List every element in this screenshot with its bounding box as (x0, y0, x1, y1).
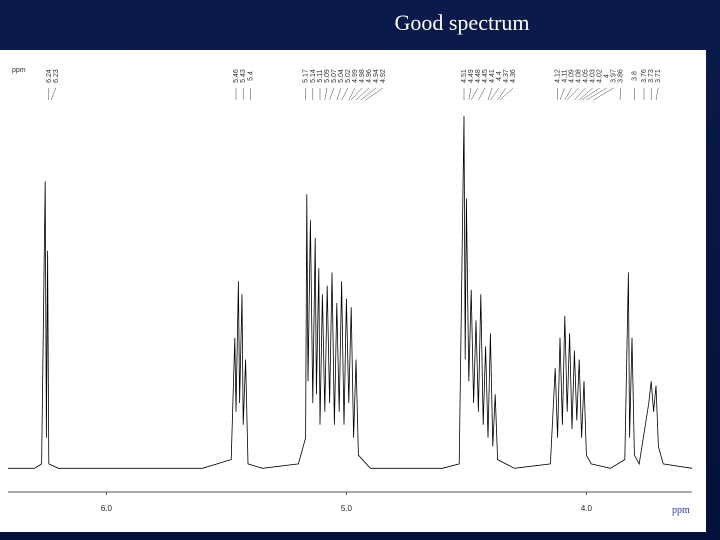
x-tick-label: 6.0 (101, 504, 113, 513)
peak-pointer (619, 87, 621, 101)
peak-label: 5.09 (324, 69, 331, 83)
peak-label: 4.49 (468, 69, 475, 83)
peak-label: 4.41 (489, 69, 496, 83)
peak-label: 6.24 (46, 69, 53, 83)
peak-label: 4.02 (597, 69, 604, 83)
spectrum-line (8, 115, 693, 469)
spectrum-panel (0, 50, 706, 532)
peak-pointer (567, 87, 579, 101)
peak-pointer (490, 87, 500, 101)
peak-label: 4.99 (352, 69, 359, 83)
peak-pointer (348, 87, 356, 101)
peak-label: 4.51 (461, 69, 468, 83)
peak-label: 4.4 (496, 71, 503, 81)
peak-pointer (579, 87, 593, 101)
peak-pointer (468, 87, 472, 101)
peak-pointer (470, 87, 479, 101)
peak-label: 4.09 (569, 69, 576, 83)
peak-label: 4.45 (482, 69, 489, 83)
peak-label: 4.11 (562, 69, 569, 82)
peak-label: 3.86 (618, 69, 625, 83)
peak-pointer (499, 87, 514, 101)
peak-pointer (497, 87, 507, 101)
peak-label: 5.07 (331, 69, 338, 83)
peak-label: 4.98 (359, 69, 366, 83)
x-label-top: ppm (12, 67, 26, 74)
peak-label: 4.03 (590, 69, 597, 83)
peak-label: 4.12 (555, 69, 562, 83)
peak-pointer (581, 87, 600, 101)
peak-pointer (487, 87, 493, 101)
peak-pointer (365, 87, 384, 101)
x-label: ppm (672, 505, 690, 516)
peak-label: 6.23 (53, 69, 60, 83)
peak-label: 5.46 (233, 69, 240, 83)
peak-pointer (655, 87, 659, 101)
peak-pointer (324, 87, 328, 101)
peak-label: 4.37 (503, 69, 510, 83)
peak-label: 5.17 (303, 69, 310, 83)
peak-label: 4.94 (373, 69, 380, 83)
peak-label: 3.71 (655, 69, 662, 83)
x-tick-label: 4.0 (581, 504, 593, 513)
peak-pointer (341, 87, 349, 101)
x-tick-label: 5.0 (341, 504, 353, 513)
peak-label: 4.08 (576, 69, 583, 83)
peak-pointer (586, 87, 607, 101)
peak-label: 3.8 (631, 71, 638, 81)
peak-pointer (574, 87, 586, 101)
peak-label: 4 (604, 74, 611, 78)
peak-label: 5.43 (240, 69, 247, 83)
peak-pointer (329, 87, 335, 101)
peak-pointer (50, 87, 57, 101)
peak-label: 5.11 (317, 69, 324, 82)
peak-label: 5.14 (310, 69, 317, 83)
peak-label: 4.92 (380, 69, 387, 83)
peak-pointer (351, 87, 363, 101)
peak-label: 3.76 (641, 69, 648, 83)
peak-pointer (355, 87, 370, 101)
peak-label: 4.96 (366, 69, 373, 83)
peak-label: 4.48 (475, 69, 482, 83)
peak-label: 3.97 (611, 69, 618, 83)
peak-label: 5.02 (345, 69, 352, 83)
peak-label: 4.36 (510, 69, 517, 83)
peak-pointer (336, 87, 342, 101)
slide-title: Good spectrum (394, 10, 529, 35)
peak-label: 5.4 (247, 71, 254, 81)
peak-pointer (559, 87, 565, 101)
peak-pointer (564, 87, 572, 101)
peak-label: 4.05 (583, 69, 590, 83)
peak-pointer (593, 87, 614, 101)
peak-label: 5.04 (338, 69, 345, 83)
peak-label: 3.73 (648, 69, 655, 83)
peak-pointer (360, 87, 377, 101)
peak-pointer (478, 87, 486, 101)
